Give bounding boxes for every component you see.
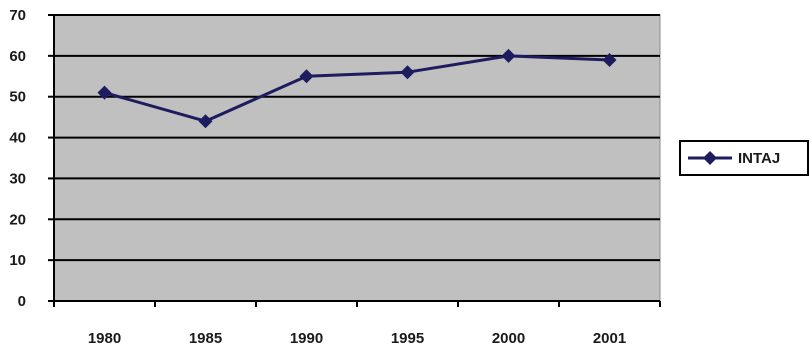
legend-label: INTAJ (738, 150, 780, 167)
y-tick-label: 60 (9, 48, 26, 65)
x-tick-label: 1990 (290, 330, 323, 347)
plot-area (53, 14, 661, 302)
y-tick-label: 0 (18, 293, 26, 310)
x-tick-label: 1985 (189, 330, 222, 347)
legend-marker (703, 151, 717, 165)
y-tick-label: 70 (9, 7, 26, 24)
y-tick-label: 50 (9, 89, 26, 106)
data-point-marker (97, 85, 112, 100)
gridlines (54, 14, 660, 262)
data-point-marker (602, 52, 617, 67)
y-tick-label: 40 (9, 130, 26, 147)
data-point-marker (299, 69, 314, 84)
legend: INTAJ (679, 140, 809, 176)
series-line (104, 54, 610, 123)
y-tick-label: 20 (9, 211, 26, 228)
x-tick-label: 2001 (593, 330, 626, 347)
data-point-marker (198, 114, 213, 129)
y-tick-label: 30 (9, 170, 26, 187)
x-tick-label: 1995 (391, 330, 424, 347)
data-point-marker (501, 48, 516, 63)
series-layer (97, 48, 617, 129)
y-tick-label: 10 (9, 252, 26, 269)
x-tick-label: 1980 (88, 330, 121, 347)
data-point-marker (400, 65, 415, 80)
x-tick-label: 2000 (492, 330, 525, 347)
axes: 0 10 20 30 40 50 60 70 1980 1985 1990 1995 2000 2001 (9, 7, 661, 347)
